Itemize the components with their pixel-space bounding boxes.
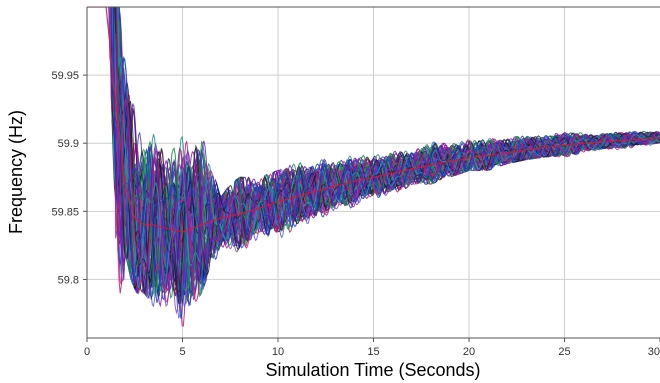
y-axis-ticks: 59.8 59.85 59.9 59.95 — [51, 70, 87, 286]
frequency-trace — [87, 7, 660, 319]
x-tick-label: 20 — [463, 346, 475, 358]
x-tick-label: 30 — [648, 346, 660, 358]
x-tick-label: 10 — [272, 346, 284, 358]
x-tick-label: 5 — [179, 346, 185, 358]
y-tick-label: 59.8 — [58, 274, 79, 286]
x-tick-label: 15 — [367, 346, 379, 358]
x-axis-ticks: 0 5 10 15 20 25 30 — [84, 338, 660, 358]
y-tick-label: 59.85 — [51, 206, 79, 218]
frequency-trace — [87, 7, 660, 303]
frequency-trace — [87, 7, 660, 297]
frequency-trace — [87, 7, 660, 301]
y-axis-title: Frequency (Hz) — [6, 110, 26, 234]
y-tick-label: 59.95 — [51, 70, 79, 82]
mean-trace — [87, 7, 660, 233]
y-tick-label: 59.9 — [58, 138, 79, 150]
x-tick-label: 0 — [84, 346, 90, 358]
x-axis-title: Simulation Time (Seconds) — [265, 360, 480, 380]
frequency-traces — [87, 7, 660, 327]
x-tick-label: 25 — [558, 346, 570, 358]
